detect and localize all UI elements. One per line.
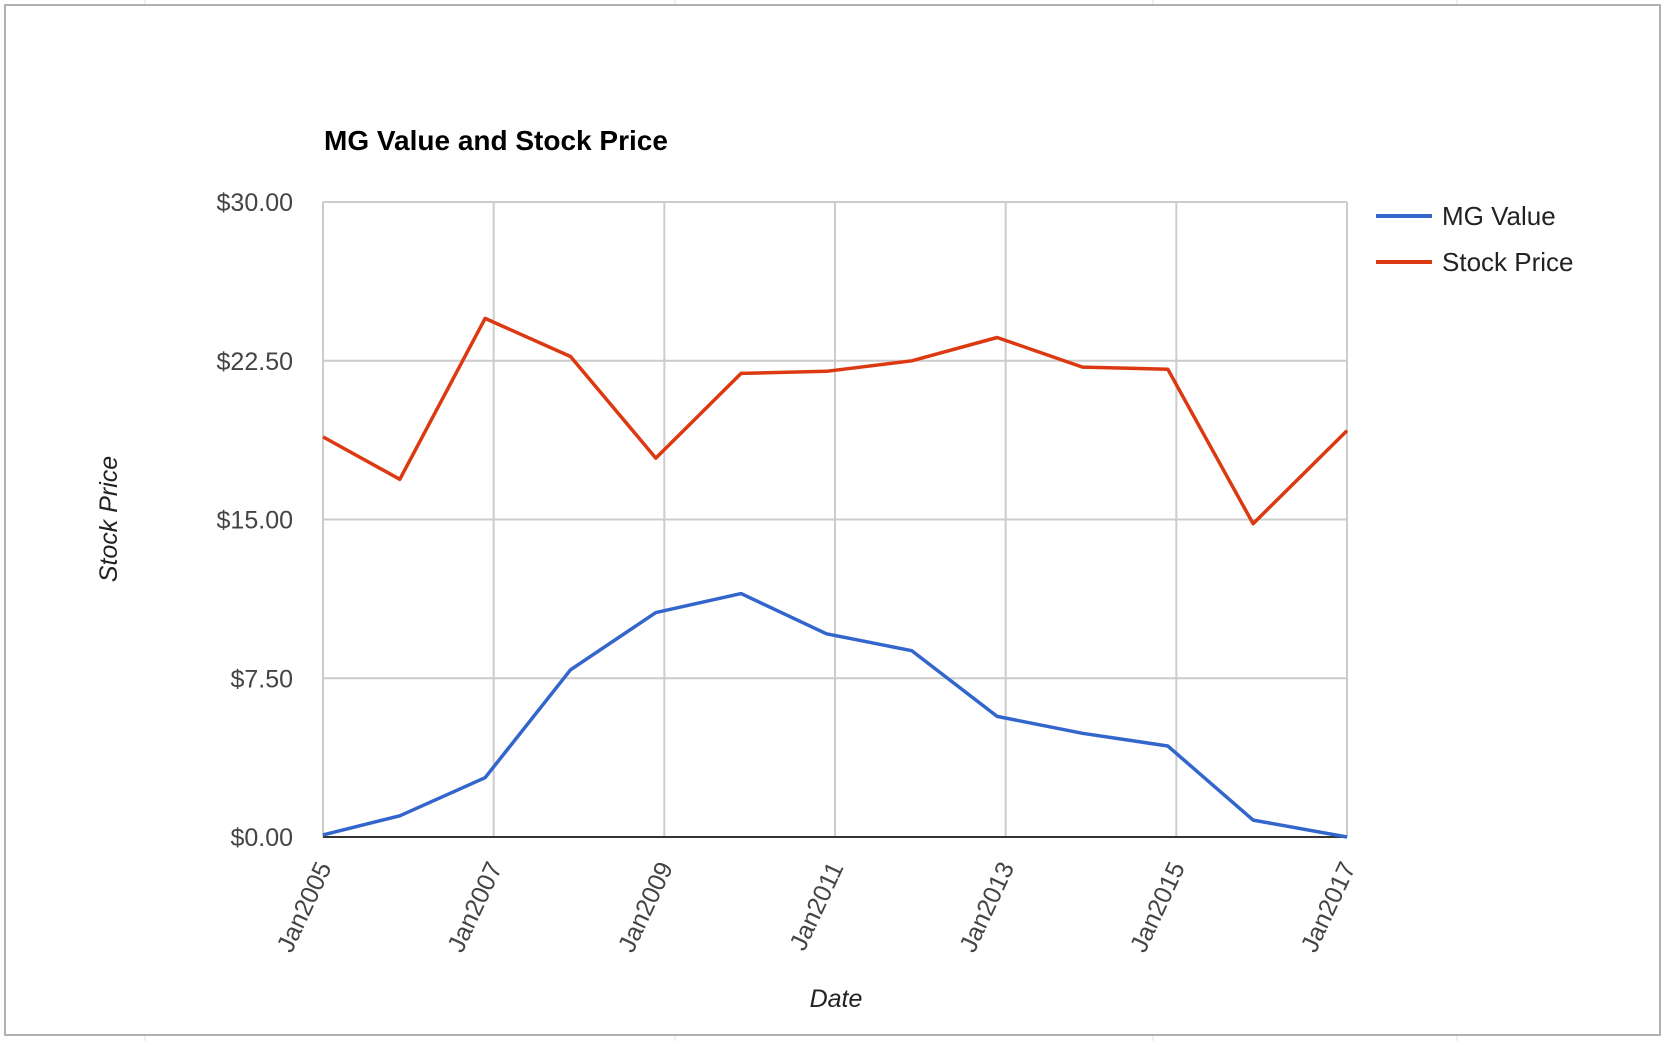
x-axis-label: Date — [810, 985, 863, 1013]
legend-label: Stock Price — [1442, 247, 1574, 277]
y-axis-ticks: $0.00 $7.50 $15.00 $22.50 $30.00 — [217, 189, 293, 852]
series-line-stock-price — [322, 316, 1349, 526]
y-tick-label: $22.50 — [217, 348, 293, 376]
y-axis-label: Stock Price — [95, 456, 123, 582]
y-tick-label: $15.00 — [217, 507, 293, 535]
legend: MG Value Stock Price — [1376, 201, 1574, 277]
y-tick-label: $30.00 — [217, 189, 293, 217]
gridlines — [322, 201, 1348, 837]
chart-title: MG Value and Stock Price — [324, 125, 668, 156]
series-line-mg-value — [322, 591, 1348, 839]
y-tick-label: $0.00 — [230, 824, 293, 852]
y-tick-label: $7.50 — [230, 665, 293, 693]
series-lines — [322, 316, 1349, 839]
legend-label: MG Value — [1442, 201, 1556, 231]
